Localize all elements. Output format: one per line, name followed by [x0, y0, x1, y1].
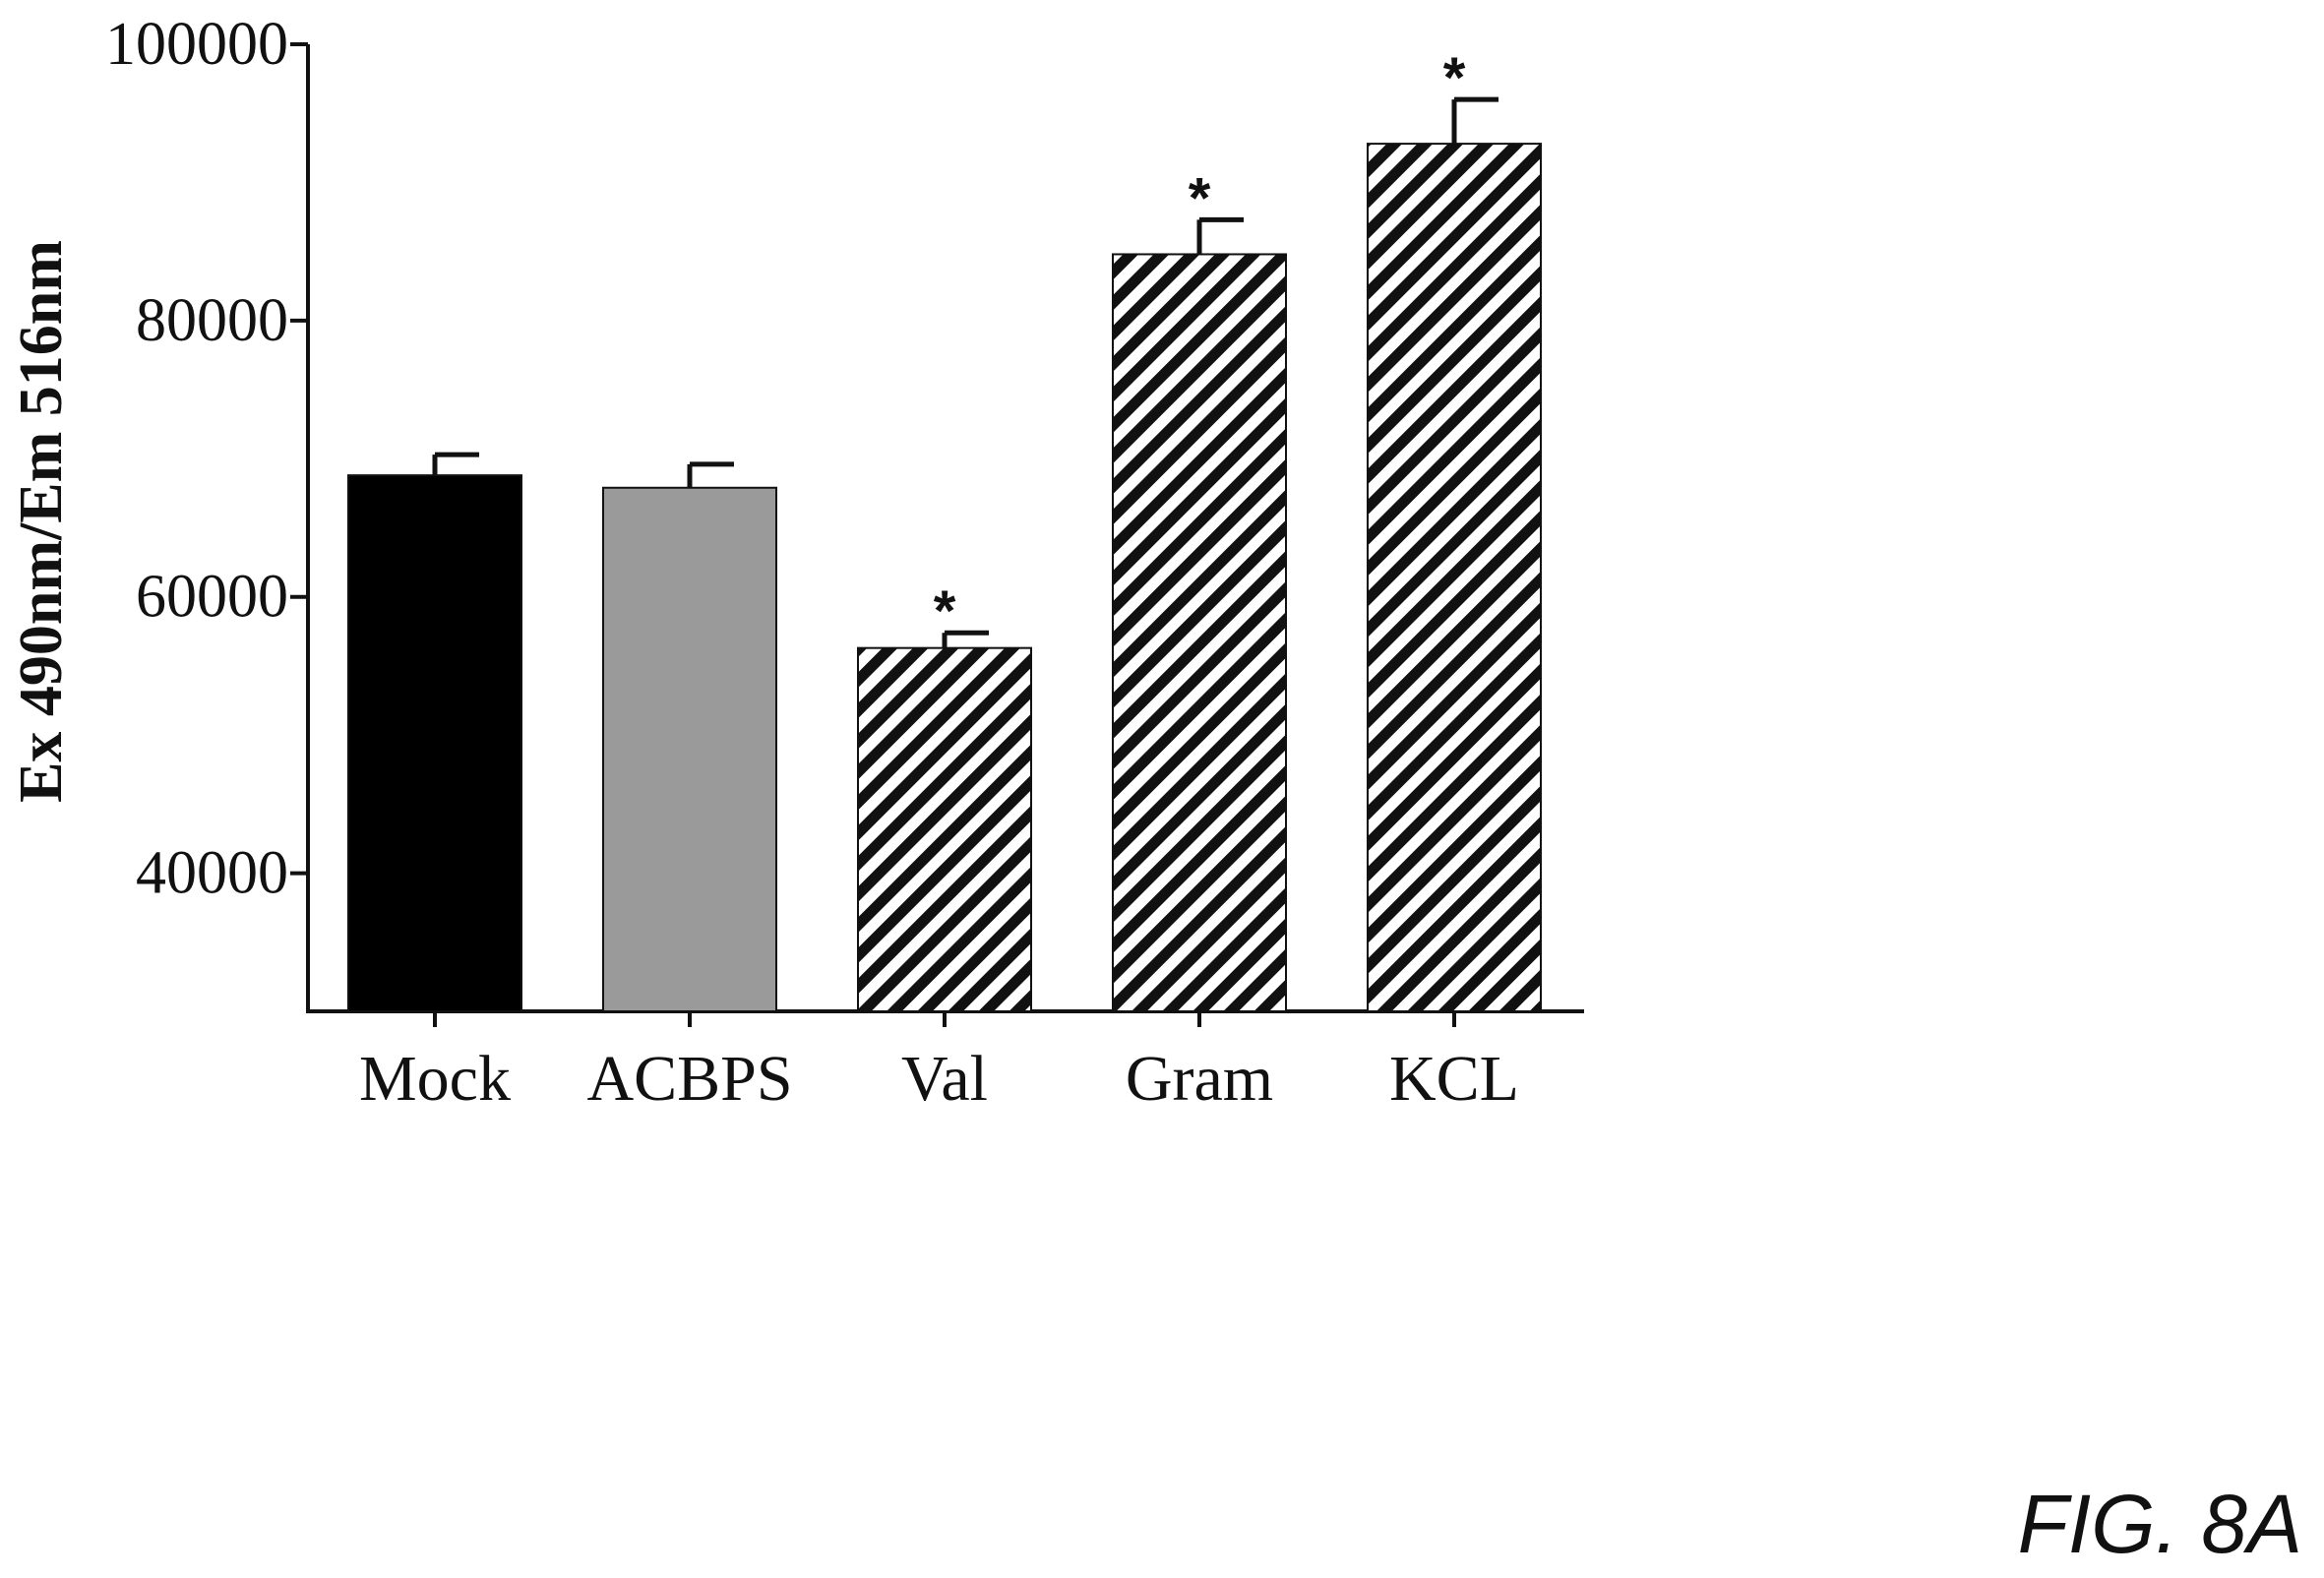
y-axis-label: Ex 490nm/Em 516nm: [8, 240, 75, 803]
category-label-val: Val: [901, 1043, 988, 1115]
y-tick-label: 80000: [136, 287, 288, 354]
category-label-kcl: KCL: [1389, 1043, 1519, 1115]
category-label-acbps: ACBPS: [586, 1043, 792, 1115]
category-label-gram: Gram: [1126, 1043, 1273, 1115]
y-tick-label: 40000: [136, 840, 288, 907]
bar-gram: [1112, 253, 1287, 1012]
bar-acbps: [602, 486, 777, 1013]
y-tick-label: 100000: [105, 11, 288, 78]
bar-kcl: [1367, 143, 1542, 1012]
figure-label: FIG. 8A: [2018, 1478, 2302, 1570]
significance-marker-val: *: [934, 579, 956, 643]
significance-marker-gram: *: [1189, 166, 1211, 230]
category-label-mock: Mock: [359, 1043, 511, 1115]
y-tick-label: 60000: [136, 564, 288, 631]
bar-mock: [347, 474, 522, 1012]
significance-marker-kcl: *: [1443, 46, 1466, 110]
plot-area: 40000 60000 80000 100000 Mock ACBPS * Val * Gram *…: [105, 11, 1584, 1115]
bar-val: [857, 646, 1032, 1012]
